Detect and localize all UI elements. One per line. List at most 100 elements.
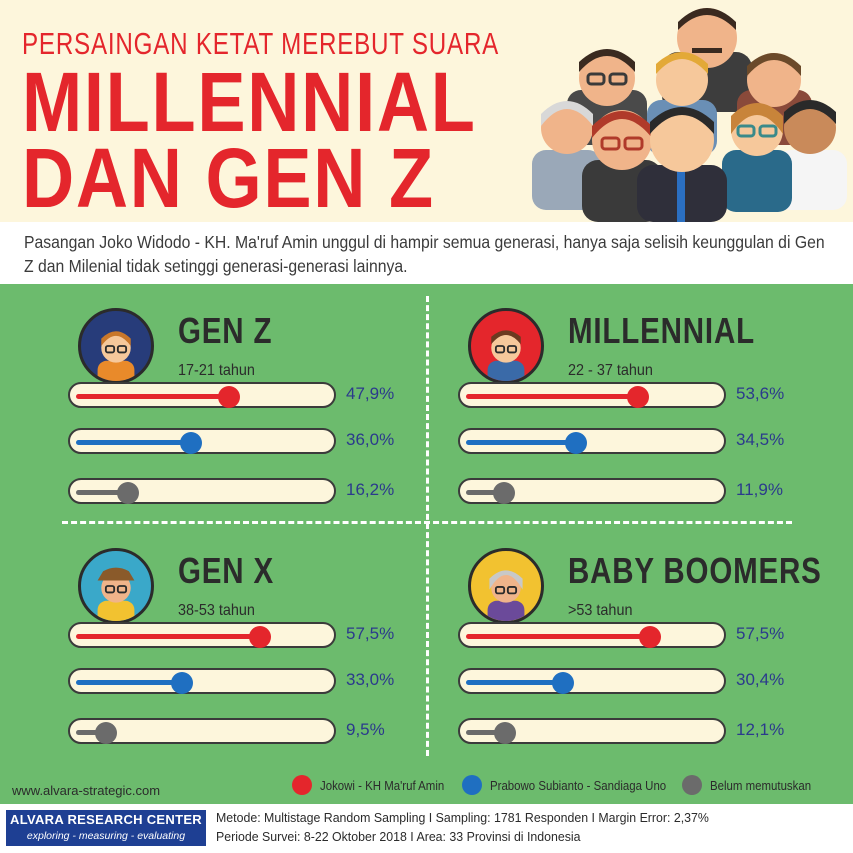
horizontal-divider [62, 521, 792, 524]
bar-row-jokowi: 47,9% [68, 382, 468, 408]
bar-fill-undecided [76, 730, 107, 735]
bar-fill-prabowo [466, 680, 564, 685]
bar-row-undecided: 12,1% [458, 718, 853, 744]
bar-marker-undecided [493, 722, 516, 744]
value-label-prabowo: 30,4% [736, 670, 785, 689]
bar-fill-jokowi [76, 394, 230, 399]
bar-marker-undecided [493, 482, 516, 504]
bar-track [458, 718, 726, 744]
crowd-illustration-icon [532, 8, 847, 222]
bar-row-undecided: 16,2% [68, 478, 468, 504]
bar-track [68, 668, 336, 694]
bar-row-prabowo: 36,0% [68, 428, 468, 454]
gen-title: MILLENNIAL [568, 310, 755, 351]
brand-logo: ALVARA RESEARCH CENTER exploring - measu… [6, 810, 206, 846]
bar-row-undecided: 11,9% [458, 478, 853, 504]
value-label-undecided: 12,1% [736, 720, 785, 739]
value-label-jokowi: 57,5% [736, 624, 785, 643]
methodology-line1: Metode: Multistage Random Sampling I Sam… [216, 810, 709, 825]
bar-row-jokowi: 57,5% [68, 622, 468, 648]
bar-marker-jokowi [639, 626, 661, 648]
panel-gen-z: GEN Z 17-21 tahun 47,9% 36,0% 16,2% [68, 296, 458, 526]
main-title-line2: DAN GEN Z [22, 131, 435, 225]
bar-marker-prabowo [552, 672, 575, 694]
gen-age: >53 tahun [568, 602, 633, 619]
footer: ALVARA RESEARCH CENTER exploring - measu… [0, 804, 853, 853]
bar-fill-prabowo [76, 440, 192, 445]
header: PERSAINGAN KETAT MEREBUT SUARA MILLENNIA… [0, 0, 853, 225]
legend-dot-icon [682, 775, 702, 795]
bar-row-prabowo: 30,4% [458, 668, 853, 694]
intro-text: Pasangan Joko Widodo - KH. Ma'ruf Amin u… [24, 232, 825, 276]
genz-avatar-icon [78, 308, 154, 384]
brand-name: ALVARA RESEARCH CENTER [10, 812, 202, 827]
brand-tagline: exploring - measuring - evaluating [26, 830, 186, 842]
kicker-title: PERSAINGAN KETAT MEREBUT SUARA [22, 26, 500, 61]
intro-banner: Pasangan Joko Widodo - KH. Ma'ruf Amin u… [0, 222, 853, 284]
value-label-undecided: 9,5% [346, 720, 385, 739]
legend-label: Jokowi - KH Ma'ruf Amin [320, 777, 445, 793]
bar-row-prabowo: 33,0% [68, 668, 468, 694]
gen-age: 22 - 37 tahun [568, 362, 653, 379]
value-label-prabowo: 34,5% [736, 430, 785, 449]
bar-track [458, 478, 726, 504]
panel-baby-boomers: BABY BOOMERS >53 tahun 57,5% 30,4% 12,1% [458, 536, 848, 766]
bar-track [458, 622, 726, 648]
legend-item-jokowi: Jokowi - KH Ma'ruf Amin [292, 774, 461, 796]
gen-title: BABY BOOMERS [568, 550, 822, 591]
website-url[interactable]: www.alvara-strategic.com [12, 783, 161, 798]
legend-label: Belum memutuskan [710, 777, 812, 793]
methodology-text: Metode: Multistage Random Sampling I Sam… [216, 808, 709, 846]
bar-fill-undecided [76, 490, 128, 495]
main-title-line1: MILLENNIAL [22, 55, 477, 149]
value-label-undecided: 16,2% [346, 480, 395, 499]
millennial-avatar-icon [468, 308, 544, 384]
panel-gen-x: GEN X 38-53 tahun 57,5% 33,0% 9,5% [68, 536, 458, 766]
legend-dot-icon [462, 775, 482, 795]
bar-fill-jokowi [466, 394, 638, 399]
value-label-prabowo: 33,0% [346, 670, 395, 689]
vertical-divider [426, 296, 429, 756]
bar-marker-prabowo [565, 432, 588, 454]
bar-track [68, 478, 336, 504]
bar-marker-undecided [95, 722, 118, 744]
bar-fill-undecided [466, 490, 505, 495]
bar-marker-jokowi [249, 626, 271, 648]
bar-track [68, 382, 336, 408]
legend-label: Prabowo Subianto - Sandiaga Uno [490, 777, 667, 793]
legend-item-prabowo: Prabowo Subianto - Sandiaga Uno [462, 774, 690, 796]
genx-avatar-icon [78, 548, 154, 624]
gen-age: 38-53 tahun [178, 602, 255, 619]
bar-row-prabowo: 34,5% [458, 428, 853, 454]
value-label-jokowi: 47,9% [346, 384, 395, 403]
legend-dot-icon [292, 775, 312, 795]
bar-fill-undecided [466, 730, 505, 735]
bar-fill-jokowi [466, 634, 650, 639]
bar-fill-jokowi [76, 634, 260, 639]
bar-row-jokowi: 57,5% [458, 622, 853, 648]
bar-fill-prabowo [466, 440, 577, 445]
bar-track [458, 668, 726, 694]
bar-marker-prabowo [180, 432, 203, 454]
bar-marker-jokowi [218, 386, 241, 408]
gen-title: GEN X [178, 550, 274, 591]
bar-track [458, 382, 726, 408]
bar-track [68, 718, 336, 744]
bar-marker-jokowi [626, 386, 649, 408]
gen-age: 17-21 tahun [178, 362, 255, 379]
value-label-jokowi: 53,6% [736, 384, 785, 403]
bar-track [458, 428, 726, 454]
value-label-undecided: 11,9% [736, 480, 783, 499]
value-label-prabowo: 36,0% [346, 430, 395, 449]
babyboomer-avatar-icon [468, 548, 544, 624]
bar-track [68, 428, 336, 454]
bar-row-undecided: 9,5% [68, 718, 468, 744]
value-label-jokowi: 57,5% [346, 624, 395, 643]
bar-marker-undecided [116, 482, 139, 504]
bar-row-jokowi: 53,6% [458, 382, 853, 408]
legend: Jokowi - KH Ma'ruf Amin Prabowo Subianto… [292, 774, 852, 796]
bar-marker-prabowo [170, 672, 193, 694]
bar-track [68, 622, 336, 648]
panel-millennial: MILLENNIAL 22 - 37 tahun 53,6% 34,5% 11,9% [458, 296, 848, 526]
bar-fill-prabowo [76, 680, 182, 685]
